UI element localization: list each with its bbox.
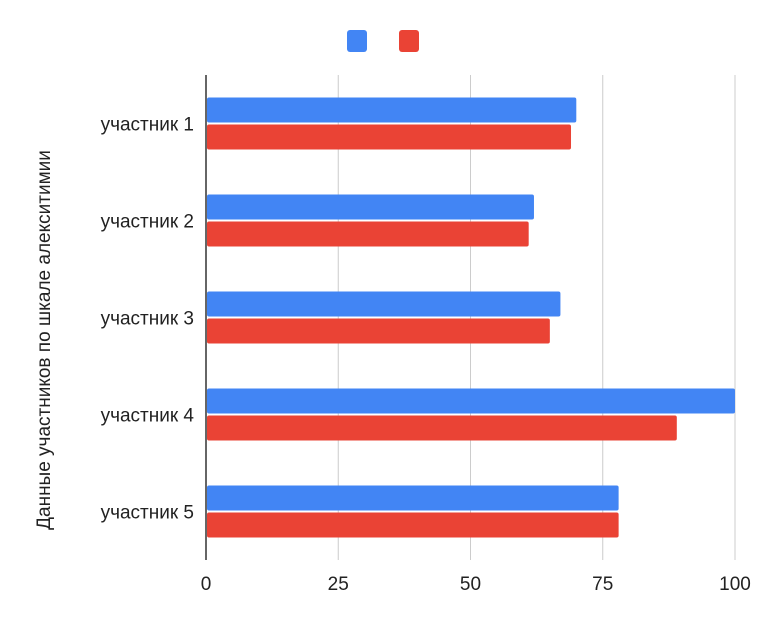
bar-series-2-3 bbox=[207, 318, 550, 344]
bar-series-2-2 bbox=[207, 221, 529, 247]
bar-series-1-5 bbox=[207, 485, 619, 511]
bar-series-2-5 bbox=[207, 512, 619, 538]
legend-swatch-series-2 bbox=[399, 30, 419, 52]
bar-series-2-4 bbox=[207, 415, 677, 441]
y-tick-label: участник 3 bbox=[101, 309, 194, 330]
x-tick-label: 75 bbox=[592, 574, 613, 595]
legend bbox=[347, 30, 419, 52]
x-tick-label: 100 bbox=[719, 574, 751, 595]
x-tick-label: 0 bbox=[201, 574, 212, 595]
bars bbox=[207, 97, 735, 538]
axes: 0 25 50 75 100 участник 1 участник 2 участник 3… bbox=[101, 75, 751, 595]
bar-series-1-1 bbox=[207, 97, 577, 123]
bar-series-2-1 bbox=[207, 124, 572, 150]
bar-series-1-2 bbox=[207, 194, 534, 220]
x-tick-label: 25 bbox=[328, 574, 349, 595]
legend-swatch-series-1 bbox=[347, 30, 367, 52]
bar-series-1-4 bbox=[207, 388, 735, 414]
bar-series-1-3 bbox=[207, 291, 561, 317]
gridlines bbox=[337, 75, 736, 560]
y-tick-label: участник 2 bbox=[101, 212, 194, 233]
y-axis-title: Данные участников по шкале алекситимии bbox=[34, 150, 55, 530]
y-tick-label: участник 5 bbox=[101, 503, 194, 524]
x-tick-label: 50 bbox=[460, 574, 481, 595]
y-tick-label: участник 1 bbox=[101, 115, 194, 136]
y-tick-label: участник 4 bbox=[101, 406, 195, 427]
